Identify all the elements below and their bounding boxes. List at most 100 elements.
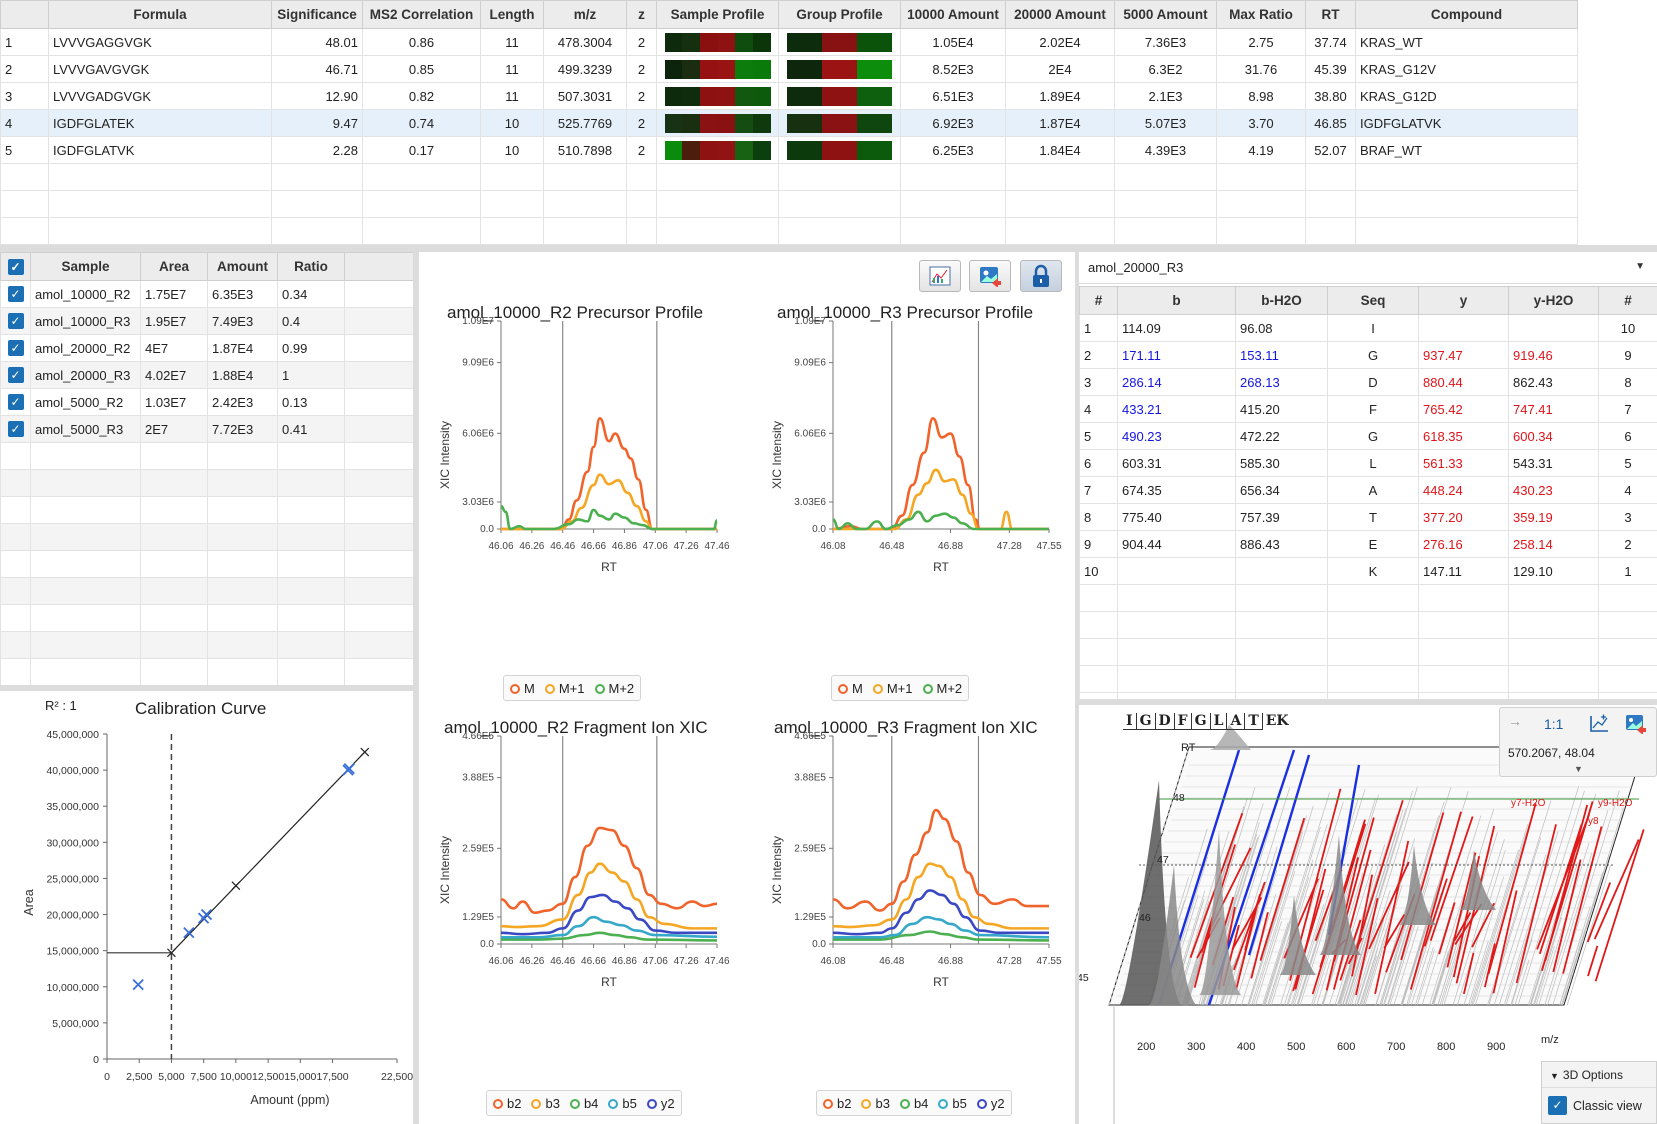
sample-checkbox[interactable]: ✓: [0, 361, 31, 389]
table-row[interactable]: 2 LVVVGAVGVGK 46.71 0.85 11 499.3239 2 8.52E3 2E…: [0, 55, 1578, 83]
sequence-residue[interactable]: D: [1155, 713, 1175, 730]
table-row[interactable]: [0, 550, 413, 578]
table-row[interactable]: 4 IGDFGLATEK 9.47 0.74 10 525.7769 2 6.92E3 1.87…: [0, 109, 1578, 137]
table-row[interactable]: 8 775.40 757.39 T 377.20 359.19 3: [1079, 503, 1657, 531]
table-row[interactable]: 2 171.11 153.11 G 937.47 919.46 9: [1079, 341, 1657, 369]
legend-item-b2[interactable]: b2: [493, 1096, 521, 1111]
table-row[interactable]: 1 114.09 96.08 I 10: [1079, 314, 1657, 342]
col-seq[interactable]: Seq: [1327, 286, 1419, 315]
table-row[interactable]: [0, 442, 413, 470]
col-amount[interactable]: Amount: [207, 252, 278, 281]
col-sample[interactable]: Sample: [30, 252, 141, 281]
col-20000-amount[interactable]: 20000 Amount: [1005, 0, 1115, 29]
table-row[interactable]: ✓ amol_5000_R2 1.03E7 2.42E3 0.13: [0, 388, 413, 416]
axis-settings-icon[interactable]: [1588, 714, 1610, 734]
table-row[interactable]: 3 LVVVGADGVGK 12.90 0.82 11 507.3031 2 6.51E3 1.…: [0, 82, 1578, 110]
table-row[interactable]: [0, 190, 1578, 218]
legend-item-b5[interactable]: b5: [938, 1096, 967, 1111]
sequence-residue[interactable]: T: [1245, 713, 1263, 730]
col-ms2-correlation[interactable]: MS2 Correlation: [362, 0, 481, 29]
table-row[interactable]: ✓ amol_20000_R3 4.02E7 1.88E4 1: [0, 361, 413, 389]
legend-item-b3[interactable]: b3: [861, 1096, 890, 1111]
table-row[interactable]: [1079, 611, 1657, 639]
zoom-1to1-button[interactable]: 1:1: [1544, 716, 1564, 732]
col-length[interactable]: Length: [480, 0, 544, 29]
table-row[interactable]: ✓ amol_5000_R3 2E7 7.72E3 0.41: [0, 415, 413, 443]
export-image-icon[interactable]: [1625, 714, 1647, 734]
sample-checkbox[interactable]: ✓: [0, 388, 31, 416]
col-y-h2o[interactable]: y-H2O: [1508, 286, 1599, 315]
col-z[interactable]: z: [626, 0, 657, 29]
col-max-ratio[interactable]: Max Ratio: [1216, 0, 1306, 29]
legend-item-b2[interactable]: b2: [823, 1096, 851, 1111]
sequence-residue[interactable]: L: [1210, 713, 1228, 730]
table-row[interactable]: [0, 658, 413, 685]
table-row[interactable]: 1 LVVVGAGGVGK 48.01 0.86 11 478.3004 2 1.05E4 2.…: [0, 28, 1578, 56]
table-row[interactable]: 4 433.21 415.20 F 765.42 747.41 7: [1079, 395, 1657, 423]
sequence-residue[interactable]: G: [1136, 713, 1156, 730]
calibration-point[interactable]: [183, 926, 195, 939]
legend-item-b4[interactable]: b4: [899, 1096, 928, 1111]
table-row[interactable]: [1079, 638, 1657, 666]
sample-checkbox[interactable]: ✓: [0, 307, 31, 335]
calibration-point[interactable]: [342, 764, 354, 776]
sequence-residue[interactable]: F: [1174, 713, 1192, 730]
table-row[interactable]: [1079, 665, 1657, 693]
col-10000-amount[interactable]: 10000 Amount: [900, 0, 1006, 29]
table-row[interactable]: [0, 523, 413, 551]
table-row[interactable]: 9 904.44 886.43 E 276.16 258.14 2: [1079, 530, 1657, 558]
legend-item-M+1[interactable]: M+1: [872, 681, 913, 696]
col-y[interactable]: y: [1418, 286, 1509, 315]
col-significance[interactable]: Significance: [271, 0, 363, 29]
table-row[interactable]: 6 603.31 585.30 L 561.33 543.31 5: [1079, 449, 1657, 477]
col-mz[interactable]: m/z: [543, 0, 627, 29]
table-row[interactable]: [0, 469, 413, 497]
calibration-point[interactable]: [132, 978, 144, 991]
legend-item-b3[interactable]: b3: [531, 1096, 560, 1111]
collapse-toolbar-icon[interactable]: ▼: [1574, 764, 1583, 774]
legend-item-b4[interactable]: b4: [569, 1096, 598, 1111]
table-row[interactable]: [0, 631, 413, 659]
sequence-residue[interactable]: A: [1227, 713, 1246, 730]
col-y-index[interactable]: #: [1598, 286, 1657, 315]
legend-item-M+2[interactable]: M+2: [922, 681, 962, 696]
table-row[interactable]: [0, 577, 413, 605]
sample-checkbox[interactable]: ✓: [0, 334, 31, 362]
col-b-index[interactable]: #: [1079, 286, 1118, 315]
col-5000-amount[interactable]: 5000 Amount: [1114, 0, 1217, 29]
legend-item-M+2[interactable]: M+2: [594, 681, 634, 696]
col-b-h2o[interactable]: b-H2O: [1235, 286, 1328, 315]
sequence-residue[interactable]: G: [1191, 713, 1211, 730]
export-image-button[interactable]: [969, 260, 1011, 292]
table-row[interactable]: [0, 604, 413, 632]
table-row[interactable]: ✓ amol_10000_R3 1.95E7 7.49E3 0.4: [0, 307, 413, 335]
calibration-point[interactable]: [197, 912, 210, 924]
col-compound[interactable]: Compound: [1355, 0, 1578, 29]
col-sample-profile[interactable]: Sample Profile: [656, 0, 779, 29]
lock-button[interactable]: [1020, 260, 1062, 292]
sample-checkbox[interactable]: ✓: [0, 415, 31, 443]
col-index[interactable]: [0, 0, 49, 29]
table-row[interactable]: 3 286.14 268.13 D 880.44 862.43 8: [1079, 368, 1657, 396]
table-row[interactable]: 5 IGDFGLATVK 2.28 0.17 10 510.7898 2 6.25E3 1.84…: [0, 136, 1578, 164]
calibration-point[interactable]: [200, 908, 213, 921]
col-rt[interactable]: RT: [1305, 0, 1356, 29]
table-row[interactable]: [1079, 584, 1657, 612]
legend-item-M[interactable]: M: [510, 681, 535, 696]
col-group-profile[interactable]: Group Profile: [778, 0, 901, 29]
table-row[interactable]: [1079, 692, 1657, 699]
col-ratio[interactable]: Ratio: [277, 252, 345, 281]
table-row[interactable]: [0, 217, 1578, 245]
table-row[interactable]: 5 490.23 472.22 G 618.35 600.34 6: [1079, 422, 1657, 450]
table-row[interactable]: [0, 244, 1578, 245]
3d-plane[interactable]: [1108, 746, 1645, 1006]
table-row[interactable]: [0, 496, 413, 524]
3d-options-header[interactable]: ▼ 3D Options: [1542, 1062, 1656, 1088]
legend-item-y2[interactable]: y2: [646, 1096, 675, 1111]
sample-checkbox[interactable]: ✓: [0, 280, 31, 308]
sequence-residue[interactable]: EK: [1265, 713, 1289, 729]
table-row[interactable]: ✓ amol_20000_R2 4E7 1.87E4 0.99: [0, 334, 413, 362]
col-formula[interactable]: Formula: [48, 0, 272, 29]
chart-settings-button[interactable]: [919, 260, 961, 292]
sample-dropdown[interactable]: amol_20000_R3 ▼: [1079, 252, 1657, 284]
